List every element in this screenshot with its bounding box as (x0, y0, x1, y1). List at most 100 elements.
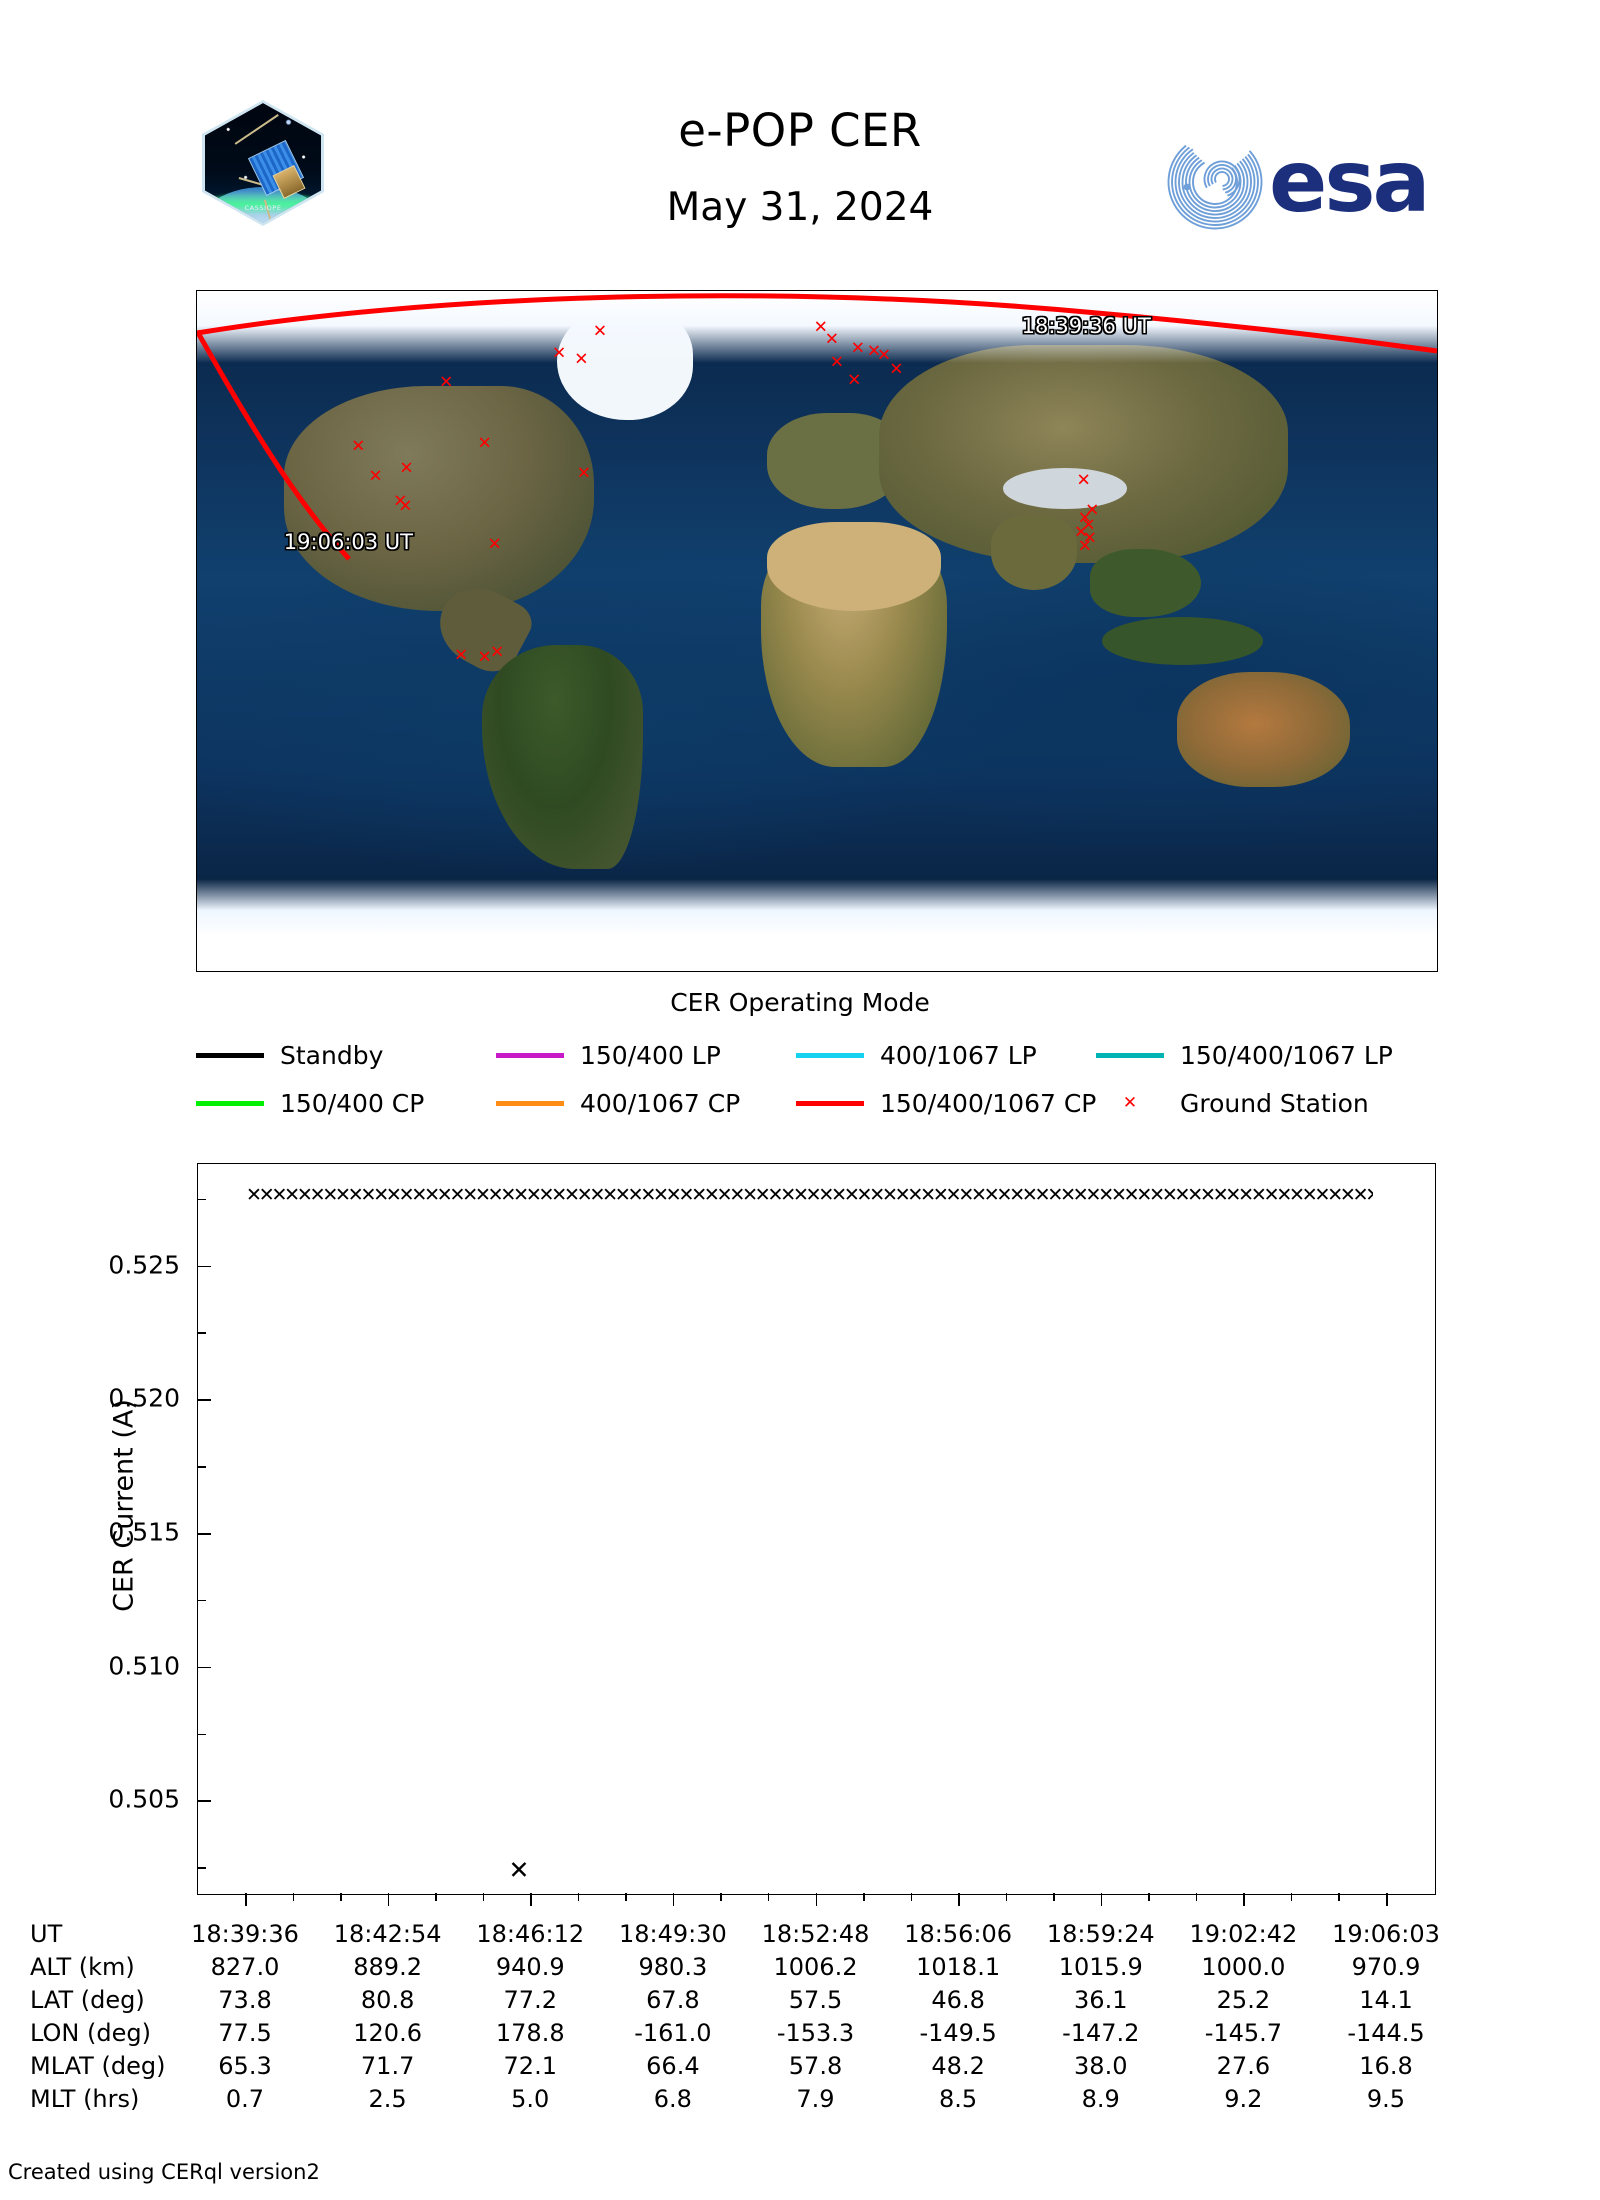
landmass-north-america (283, 386, 594, 611)
ephemeris-cell: 19:06:03 (1332, 1920, 1440, 1948)
y-axis-tick-label: 0.510 (108, 1651, 180, 1681)
landmass-india (990, 515, 1078, 591)
legend-item[interactable]: ✕ Ground Station (1096, 1083, 1369, 1123)
ground-station-marker: ✕ (592, 321, 608, 342)
cer-current-trace: ✕✕✕✕✕✕✕✕✕✕✕✕✕✕✕✕✕✕✕✕✕✕✕✕✕✕✕✕✕✕✕✕✕✕✕✕✕✕✕✕… (246, 1187, 1373, 1203)
ground-station-marker: ✕ (453, 645, 469, 666)
ephemeris-row-label: LON (deg) (30, 2019, 151, 2047)
x-axis-minor-tick (292, 1893, 295, 1901)
ephemeris-row: MLT (hrs) 0.7 2.5 5.0 6.8 7.9 8.5 8.9 9.2 9.5 (0, 2085, 1600, 2118)
ephemeris-cell: 18:52:48 (761, 1920, 870, 1948)
ephemeris-cell: 120.6 (353, 2019, 422, 2047)
legend-item[interactable]: 150/400/1067 LP (1096, 1035, 1393, 1075)
ephemeris-cell: 970.9 (1351, 1953, 1421, 1981)
ground-station-marker: ✕ (1076, 470, 1091, 491)
ephemeris-cell: 8.5 (939, 2085, 978, 2113)
ground-station-marker: ✕ (489, 642, 505, 663)
landmass-southeast-asia (1089, 549, 1202, 618)
ground-station-marker: ✕ (866, 341, 882, 362)
legend-item[interactable]: 150/400/1067 CP (796, 1083, 1096, 1123)
legend-item[interactable]: 150/400 LP (496, 1035, 721, 1075)
ephemeris-cell: 38.0 (1074, 2052, 1128, 2080)
ground-station-marker: ✕ (393, 491, 408, 512)
esa-agency-logo: esa (1165, 132, 1455, 232)
ephemeris-cell: -149.5 (919, 2019, 997, 2047)
ephemeris-cell: 18:42:54 (333, 1920, 442, 1948)
legend-item[interactable]: 400/1067 LP (796, 1035, 1037, 1075)
x-axis-minor-tick (577, 1893, 580, 1901)
x-axis-tick (1100, 1893, 1103, 1906)
x-axis-tick (530, 1893, 532, 1906)
legend-item[interactable]: 150/400 CP (196, 1083, 424, 1123)
ground-station-marker: ✕ (876, 345, 892, 366)
cer-current-plot[interactable]: ✕✕✕✕✕✕✕✕✕✕✕✕✕✕✕✕✕✕✕✕✕✕✕✕✕✕✕✕✕✕✕✕✕✕✕✕✕✕✕✕… (197, 1163, 1436, 1895)
world-map-panel[interactable]: 18:39:36 UT 19:06:03 UT ✕ ✕ ✕ ✕ ✕ ✕ ✕ ✕ ✕ ✕ ✕ ✕ ✕ ✕ ✕ ✕… (196, 290, 1438, 972)
ephemeris-row: ALT (km) 827.0 889.2 940.9 980.3 1006.2 1018.1… (0, 1953, 1600, 1986)
ephemeris-cell: 16.8 (1359, 2052, 1413, 2080)
x-axis-minor-tick (1290, 1893, 1293, 1901)
x-axis-tick (958, 1893, 960, 1906)
ephemeris-row: LON (deg) 77.5 120.6 178.8 -161.0 -153.3 -149.… (0, 2019, 1600, 2052)
x-axis-tick (672, 1893, 675, 1906)
footer-credit: Created using CERql version2 (8, 2160, 320, 2184)
ephemeris-cell: 18:46:12 (476, 1920, 585, 1948)
x-axis-tick (387, 1893, 390, 1906)
ephemeris-row-label: MLT (hrs) (30, 2085, 140, 2113)
ground-station-marker: ✕ (477, 433, 492, 454)
x-axis-tick (1243, 1893, 1245, 1906)
antarctic-ice-layer (197, 879, 1437, 971)
y-axis-minor-tick (198, 1867, 206, 1869)
ephemeris-cell: 77.2 (503, 1986, 557, 2014)
operating-mode-legend: Standby 150/400 LP 400/1067 LP 150/400/1067… (196, 1035, 1436, 1130)
y-axis-tick (198, 1265, 211, 1268)
legend-color-swatch (196, 1052, 264, 1058)
ephemeris-row: UT 18:39:36 18:42:54 18:46:12 18:49:30 18:52:… (0, 1920, 1600, 1953)
ephemeris-cell: 7.9 (796, 2085, 835, 2113)
y-axis-minor-tick (198, 1198, 206, 1201)
ephemeris-row-label: MLAT (deg) (30, 2052, 166, 2080)
ground-station-marker: ✕ (850, 338, 866, 359)
legend-item[interactable]: 400/1067 CP (496, 1083, 740, 1123)
cer-current-outlier-point: ✕ (508, 1855, 530, 1885)
ground-station-marker: ✕ (847, 370, 862, 391)
x-axis-minor-tick (910, 1893, 913, 1901)
y-axis-tick (198, 1800, 211, 1802)
ephemeris-cell: 889.2 (353, 1953, 422, 1981)
ephemeris-cell: 18:39:36 (191, 1920, 299, 1948)
page-date: May 31, 2024 (666, 185, 934, 230)
legend-color-swatch (796, 1100, 864, 1106)
ephemeris-cell: 8.9 (1081, 2085, 1120, 2113)
page-title: e-POP CER (678, 104, 922, 157)
legend-label: Standby (280, 1040, 384, 1070)
y-axis-minor-tick (198, 1599, 206, 1602)
ephemeris-cell: 73.8 (218, 1986, 272, 2014)
landmass-sahara (767, 522, 941, 611)
logo-caption: CASSIOPE (244, 204, 282, 212)
landmass-australia (1176, 671, 1351, 788)
ephemeris-row: LAT (deg) 73.8 80.8 77.2 67.8 57.5 46.8 36.1 25.… (0, 1986, 1600, 2019)
ground-station-marker: ✕ (574, 349, 589, 370)
x-axis-minor-tick (1005, 1893, 1008, 1901)
ephemeris-cell: 5.0 (511, 2085, 550, 2113)
x-axis-minor-tick (625, 1893, 627, 1901)
landmass-asia (879, 345, 1289, 563)
orbit-ground-track (197, 293, 1437, 561)
ephemeris-cell: 178.8 (495, 2019, 565, 2047)
ground-station-marker: ✕ (1081, 515, 1096, 536)
x-axis-ticks (197, 1893, 1434, 1907)
ephemeris-cell: -145.7 (1204, 2019, 1283, 2047)
ephemeris-row: MLAT (deg) 65.3 71.7 72.1 66.4 57.8 48.2 38.0 27… (0, 2052, 1600, 2085)
x-axis-minor-tick (1195, 1893, 1198, 1901)
ephemeris-cell: 67.8 (646, 1986, 700, 2014)
orbit-start-time-label: 18:39:36 UT (1021, 314, 1151, 339)
ephemeris-cell: 18:56:06 (904, 1920, 1013, 1948)
legend-label: 400/1067 CP (580, 1088, 741, 1118)
ground-station-marker: ✕ (1082, 528, 1097, 549)
x-axis-minor-tick (863, 1893, 865, 1901)
y-axis-tick-label: 0.505 (108, 1784, 180, 1814)
ephemeris-table: UT 18:39:36 18:42:54 18:46:12 18:49:30 18:52:… (0, 1920, 1600, 2118)
x-axis-minor-tick (1148, 1893, 1150, 1901)
x-axis-minor-tick (1053, 1893, 1055, 1901)
legend-item[interactable]: Standby (196, 1035, 383, 1075)
map-caption: CER Operating Mode (670, 988, 930, 1017)
